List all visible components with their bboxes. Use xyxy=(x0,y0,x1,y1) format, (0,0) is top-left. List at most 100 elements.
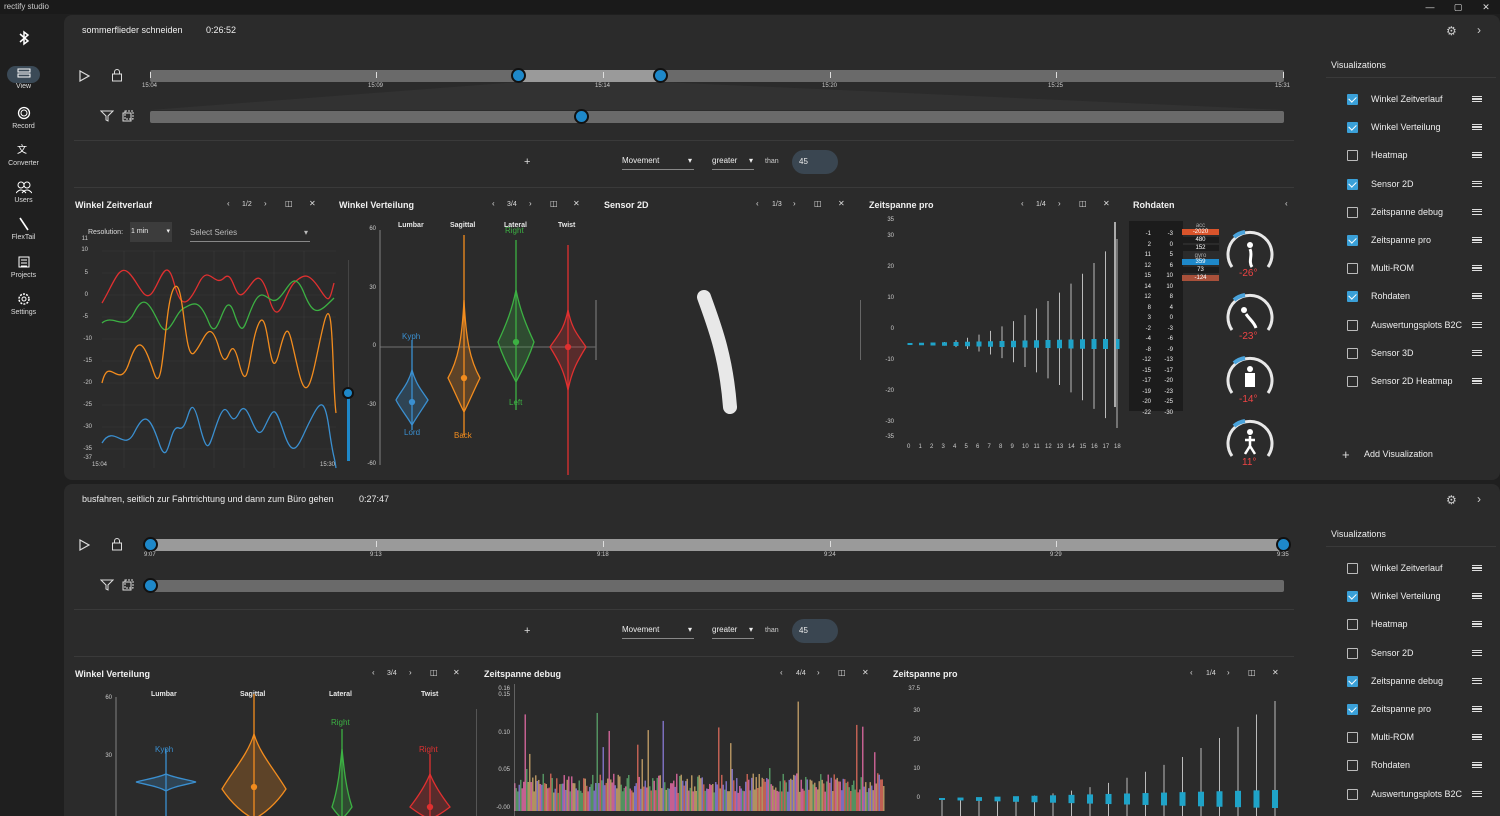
drag-handle-icon[interactable] xyxy=(1472,565,1482,571)
visualization-checkbox[interactable] xyxy=(1347,178,1358,190)
visualization-checkbox[interactable] xyxy=(1347,591,1358,603)
chevron-right-icon[interactable]: › xyxy=(529,199,532,208)
close-widget-icon[interactable]: ✕ xyxy=(838,199,845,208)
drag-handle-icon[interactable] xyxy=(1472,706,1482,712)
operator-select[interactable]: greater ▾ xyxy=(712,156,754,170)
drag-handle-icon[interactable] xyxy=(1472,321,1482,328)
drag-handle-icon[interactable] xyxy=(1472,378,1482,384)
visualization-item[interactable]: Winkel Verteilung xyxy=(1347,590,1482,604)
play-button[interactable] xyxy=(78,69,91,87)
drag-handle-icon[interactable] xyxy=(1472,208,1482,215)
visualization-checkbox[interactable] xyxy=(1347,150,1358,162)
chevron-left-icon[interactable]: ‹ xyxy=(1285,199,1288,208)
nav-item-converter[interactable]: 文 Converter xyxy=(0,143,47,167)
chevron-right-icon[interactable]: › xyxy=(1477,23,1481,37)
chevron-right-icon[interactable]: › xyxy=(793,199,796,208)
visualization-item[interactable]: Zeitspanne pro xyxy=(1347,234,1482,248)
close-widget-icon[interactable]: ✕ xyxy=(1103,199,1110,208)
maximize-icon[interactable]: ▢ xyxy=(1453,2,1463,12)
visualization-item[interactable]: Auswertungsplots B2C xyxy=(1347,788,1482,802)
visualization-checkbox[interactable] xyxy=(1347,122,1358,134)
add-icon[interactable]: + xyxy=(1342,447,1350,462)
drag-handle-icon[interactable] xyxy=(1472,649,1482,656)
visualization-item[interactable]: Rohdaten xyxy=(1347,759,1482,773)
timeline-end-handle[interactable] xyxy=(653,68,668,83)
visualization-item[interactable]: Zeitspanne debug xyxy=(1347,206,1482,220)
split-view-icon[interactable]: ◫ xyxy=(838,668,846,677)
visualization-checkbox[interactable] xyxy=(1347,647,1358,659)
chevron-left-icon[interactable]: ‹ xyxy=(1021,199,1024,208)
visualization-checkbox[interactable] xyxy=(1347,760,1358,772)
timeline-end-handle[interactable] xyxy=(1276,537,1291,552)
close-widget-icon[interactable]: ✕ xyxy=(453,668,460,677)
chevron-right-icon[interactable]: › xyxy=(1058,199,1061,208)
nav-item-settings[interactable]: Settings xyxy=(0,292,47,316)
visualization-item[interactable]: Heatmap xyxy=(1347,618,1482,632)
minimize-icon[interactable]: — xyxy=(1425,2,1435,12)
visualization-item[interactable]: Winkel Zeitverlauf xyxy=(1347,562,1482,576)
split-view-icon[interactable]: ◫ xyxy=(814,199,822,208)
operator-select[interactable]: greater ▾ xyxy=(712,625,754,639)
close-window-icon[interactable]: ✕ xyxy=(1482,2,1490,12)
sub-timeline-track[interactable] xyxy=(150,111,1284,123)
threshold-input[interactable]: 45 xyxy=(792,619,838,643)
nav-item-record[interactable]: Record xyxy=(0,106,47,130)
drag-handle-icon[interactable] xyxy=(1472,790,1482,797)
copy-icon[interactable] xyxy=(122,578,134,596)
split-view-icon[interactable]: ◫ xyxy=(430,668,438,677)
filter-icon[interactable] xyxy=(99,578,115,596)
sub-timeline-handle[interactable] xyxy=(143,578,158,593)
visualization-item[interactable]: Winkel Zeitverlauf xyxy=(1347,93,1482,107)
chevron-left-icon[interactable]: ‹ xyxy=(1190,668,1193,677)
resolution-select[interactable]: 1 min ▾ xyxy=(130,222,172,242)
lock-icon[interactable] xyxy=(111,69,123,87)
visualization-item[interactable]: Winkel Verteilung xyxy=(1347,121,1482,135)
nav-item-view[interactable]: View xyxy=(0,66,47,90)
bluetooth-icon[interactable] xyxy=(0,30,47,49)
timeline-selection[interactable] xyxy=(519,70,661,82)
drag-handle-icon[interactable] xyxy=(1472,124,1482,131)
metric-select[interactable]: Movement ▾ xyxy=(622,625,694,639)
visualization-checkbox[interactable] xyxy=(1347,347,1358,359)
visualization-item[interactable]: Auswertungsplots B2C xyxy=(1347,319,1482,333)
visualization-item[interactable]: Zeitspanne debug xyxy=(1347,675,1482,689)
split-view-icon[interactable]: ◫ xyxy=(285,199,293,208)
drag-handle-icon[interactable] xyxy=(1472,152,1482,159)
sub-timeline-track[interactable] xyxy=(150,580,1284,592)
nav-item-flextail[interactable]: FlexTail xyxy=(0,217,47,241)
visualization-checkbox[interactable] xyxy=(1347,94,1358,105)
visualization-item[interactable]: Sensor 3D xyxy=(1347,347,1482,361)
timeline-track[interactable] xyxy=(150,70,1284,82)
drag-handle-icon[interactable] xyxy=(1472,349,1482,356)
add-visualization-button[interactable]: Add Visualization xyxy=(1364,449,1433,459)
play-button[interactable] xyxy=(78,538,91,556)
nav-item-projects[interactable]: Projects xyxy=(0,255,47,279)
visualization-item[interactable]: Rohdaten xyxy=(1347,290,1482,304)
chevron-left-icon[interactable]: ‹ xyxy=(372,668,375,677)
visualization-checkbox[interactable] xyxy=(1347,376,1358,387)
add-filter-button[interactable]: + xyxy=(524,156,531,168)
visualization-checkbox[interactable] xyxy=(1347,235,1358,246)
visualization-item[interactable]: Multi-ROM xyxy=(1347,731,1482,745)
chevron-right-icon[interactable]: › xyxy=(409,668,412,677)
drag-handle-icon[interactable] xyxy=(1472,762,1482,769)
gear-icon[interactable]: ⚙ xyxy=(1446,493,1457,507)
visualization-checkbox[interactable] xyxy=(1347,704,1358,715)
visualization-checkbox[interactable] xyxy=(1347,263,1358,275)
drag-handle-icon[interactable] xyxy=(1472,96,1482,102)
drag-handle-icon[interactable] xyxy=(1472,237,1482,243)
lock-icon[interactable] xyxy=(111,538,123,556)
drag-handle-icon[interactable] xyxy=(1472,265,1482,272)
visualization-checkbox[interactable] xyxy=(1347,206,1358,218)
threshold-input[interactable]: 45 xyxy=(792,150,838,174)
timeline-start-handle[interactable] xyxy=(143,537,158,552)
chevron-left-icon[interactable]: ‹ xyxy=(780,668,783,677)
visualization-checkbox[interactable] xyxy=(1347,788,1358,800)
series-select[interactable]: Select Series ▾ xyxy=(190,228,310,242)
chevron-left-icon[interactable]: ‹ xyxy=(492,199,495,208)
drag-handle-icon[interactable] xyxy=(1472,293,1482,300)
visualization-checkbox[interactable] xyxy=(1347,319,1358,331)
filter-icon[interactable] xyxy=(99,109,115,127)
vertical-slider-handle[interactable] xyxy=(342,387,354,399)
drag-handle-icon[interactable] xyxy=(1472,593,1482,600)
